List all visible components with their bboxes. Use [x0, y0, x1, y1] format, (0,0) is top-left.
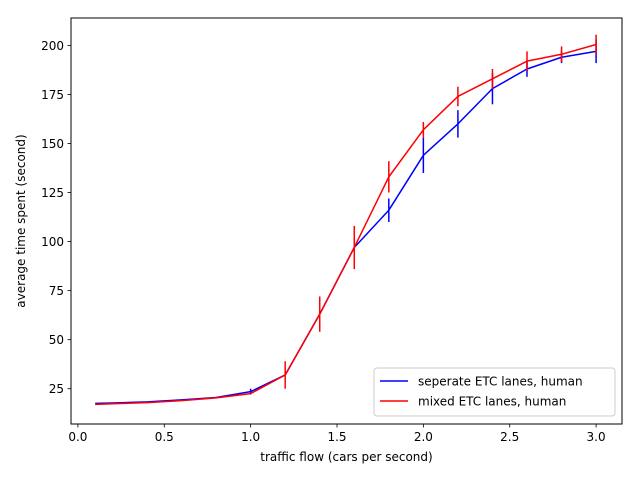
x-tick-label: 1.0	[241, 430, 260, 444]
series-2-line	[95, 43, 597, 406]
x-tick-label: 1.5	[327, 430, 346, 444]
legend: seperate ETC lanes, human mixed ETC lane…	[373, 367, 616, 417]
x-tick-label: 0.5	[155, 430, 174, 444]
x-tick-label: 0.0	[68, 430, 87, 444]
y-tick-label: 125	[41, 186, 64, 200]
y-tick-label: 25	[49, 382, 64, 396]
y-tick-label: 50	[49, 333, 64, 347]
legend-label-series-2: mixed ETC lanes, human	[418, 395, 566, 409]
legend-label-series-1: seperate ETC lanes, human	[418, 375, 583, 389]
axes-frame	[70, 17, 623, 425]
y-axis-label: average time spent (second)	[14, 134, 28, 307]
y-tick-label: 200	[41, 39, 64, 53]
y-tick-label: 75	[49, 284, 64, 298]
y-tick-label: 100	[41, 235, 64, 249]
series-2	[95, 34, 597, 406]
x-axis-label: traffic flow (cars per second)	[260, 450, 432, 464]
axis-ticks: 0.0 0.5 1.0 1.5 2.0 2.5 3.0 25 50 75 100 125 150 175 2…	[41, 39, 606, 444]
x-tick-label: 3.0	[587, 430, 606, 444]
y-tick-label: 175	[41, 88, 64, 102]
x-tick-label: 2.5	[500, 430, 519, 444]
plot-area	[95, 34, 597, 406]
legend-box	[373, 367, 616, 417]
y-tick-label: 150	[41, 137, 64, 151]
x-tick-label: 2.0	[414, 430, 433, 444]
